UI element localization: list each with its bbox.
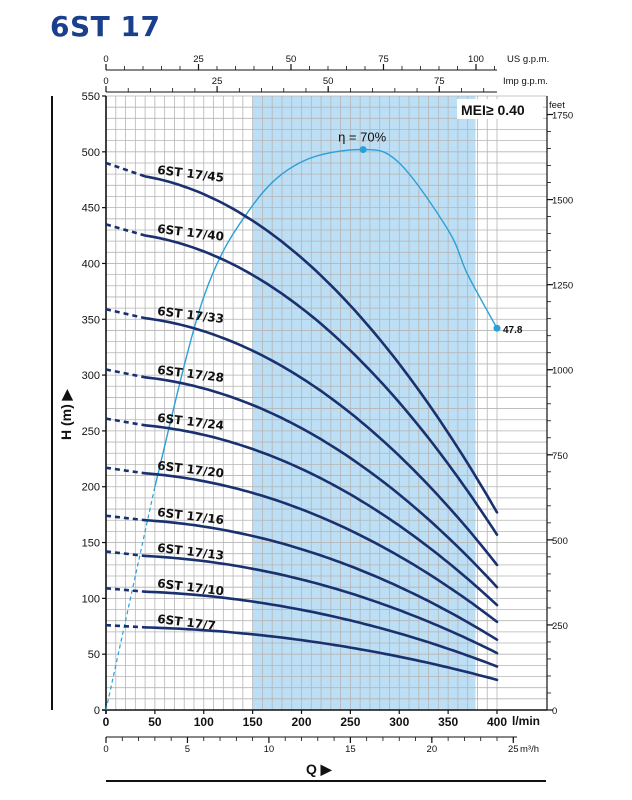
efficiency-label: η = 70% xyxy=(338,130,387,145)
y-tick-label: 100 xyxy=(82,593,100,605)
pump-curve xyxy=(143,472,499,624)
imp-gpm-unit-label: Imp g.p.m. xyxy=(503,76,548,87)
pump-curve-dashed xyxy=(105,466,146,475)
pump-curve xyxy=(143,175,499,514)
feet-tick-label: 0 xyxy=(552,706,557,717)
m3h-tick-label: 5 xyxy=(185,744,190,755)
y-tick-label: 350 xyxy=(82,314,100,326)
pump-curve-dashed xyxy=(105,307,146,320)
us-gpm-tick-label: 50 xyxy=(286,54,297,65)
mei-label: MEI≥ 0.40 xyxy=(461,102,525,118)
us-gpm-tick-label: 0 xyxy=(103,54,108,65)
chart-title: 6ST 17 xyxy=(50,10,161,43)
efficiency-layer xyxy=(105,146,501,711)
efficiency-curve xyxy=(154,148,498,487)
x-axis-title: Q ▶ xyxy=(306,761,333,777)
efficiency-curve-dashed xyxy=(105,486,156,711)
pump-curve xyxy=(143,554,499,655)
feet-tick-label: 1000 xyxy=(552,366,573,377)
m3h-unit-label: m³/h xyxy=(520,744,539,755)
y-tick-label: 400 xyxy=(82,258,100,270)
pump-curve xyxy=(143,234,499,536)
y-tick-label: 300 xyxy=(82,370,100,382)
feet-tick-label: 250 xyxy=(552,621,568,632)
m3h-tick-label: 10 xyxy=(264,744,275,755)
pump-curve xyxy=(143,376,499,589)
x-tick-label: 200 xyxy=(291,715,311,729)
curves-layer xyxy=(105,161,499,682)
pump-curve xyxy=(143,590,499,668)
pump-curve-dashed xyxy=(105,417,146,427)
x-tick-label: 100 xyxy=(194,715,214,729)
x-tick-label: 0 xyxy=(103,715,110,729)
us-gpm-tick-label: 25 xyxy=(193,54,204,65)
feet-tick-label: 1750 xyxy=(552,111,573,122)
m3h-tick-label: 20 xyxy=(427,744,438,755)
pump-curve-dashed xyxy=(105,623,146,629)
imp-gpm-tick-label: 75 xyxy=(434,76,445,87)
m3h-tick-label: 25 xyxy=(508,744,519,755)
imp-gpm-tick-label: 25 xyxy=(212,76,223,87)
efficiency-end-label: 47.8 xyxy=(503,325,523,336)
x-tick-label: 50 xyxy=(148,715,162,729)
recommended-range-layer xyxy=(252,96,476,710)
pump-curve-dashed xyxy=(105,587,146,593)
pump-curve-dashed xyxy=(105,223,146,237)
x-tick-label: 250 xyxy=(340,715,360,729)
pump-curve xyxy=(143,518,499,641)
y-tick-label: 550 xyxy=(82,91,100,103)
pump-curve xyxy=(143,316,499,567)
pump-curve xyxy=(143,626,499,682)
x-tick-label: 400 xyxy=(487,715,507,729)
m3h-tick-label: 15 xyxy=(345,744,356,755)
us-gpm-tick-label: 100 xyxy=(468,54,484,65)
imp-gpm-tick-label: 0 xyxy=(103,76,108,87)
x-tick-label: 150 xyxy=(243,715,263,729)
feet-tick-label: 1500 xyxy=(552,196,573,207)
feet-tick-label: 500 xyxy=(552,536,568,547)
pump-curve-dashed xyxy=(105,514,146,522)
imp-gpm-tick-label: 50 xyxy=(323,76,334,87)
y-tick-label: 500 xyxy=(82,147,100,159)
m3h-tick-label: 0 xyxy=(103,744,108,755)
mei-box xyxy=(457,99,543,119)
us-gpm-unit-label: US g.p.m. xyxy=(507,54,549,65)
y-tick-label: 200 xyxy=(82,482,100,494)
x-tick-label: 350 xyxy=(438,715,458,729)
feet-unit-label: feet xyxy=(549,100,565,111)
x-tick-label: 300 xyxy=(389,715,409,729)
y-axis-title: H (m) ▶ xyxy=(58,388,74,440)
recommended-range-band xyxy=(252,96,476,710)
series-label: 6ST 17/24 xyxy=(156,411,224,433)
pump-curve xyxy=(143,424,499,607)
efficiency-peak-point xyxy=(359,146,367,154)
feet-tick-label: 750 xyxy=(552,451,568,462)
y-tick-label: 450 xyxy=(82,203,100,215)
x-unit-label: l/min xyxy=(512,714,540,728)
us-gpm-tick-label: 75 xyxy=(378,54,389,65)
y-tick-label: 150 xyxy=(82,538,100,550)
efficiency-end-point xyxy=(493,324,501,332)
y-tick-label: 0 xyxy=(94,705,100,717)
feet-tick-label: 1250 xyxy=(552,281,573,292)
pump-curve-dashed xyxy=(105,550,146,558)
y-tick-label: 50 xyxy=(88,649,100,661)
pump-curve-dashed xyxy=(105,161,146,178)
y-tick-label: 250 xyxy=(82,426,100,438)
series-label: 6ST 17/20 xyxy=(156,458,224,480)
pump-curve-dashed xyxy=(105,368,146,379)
